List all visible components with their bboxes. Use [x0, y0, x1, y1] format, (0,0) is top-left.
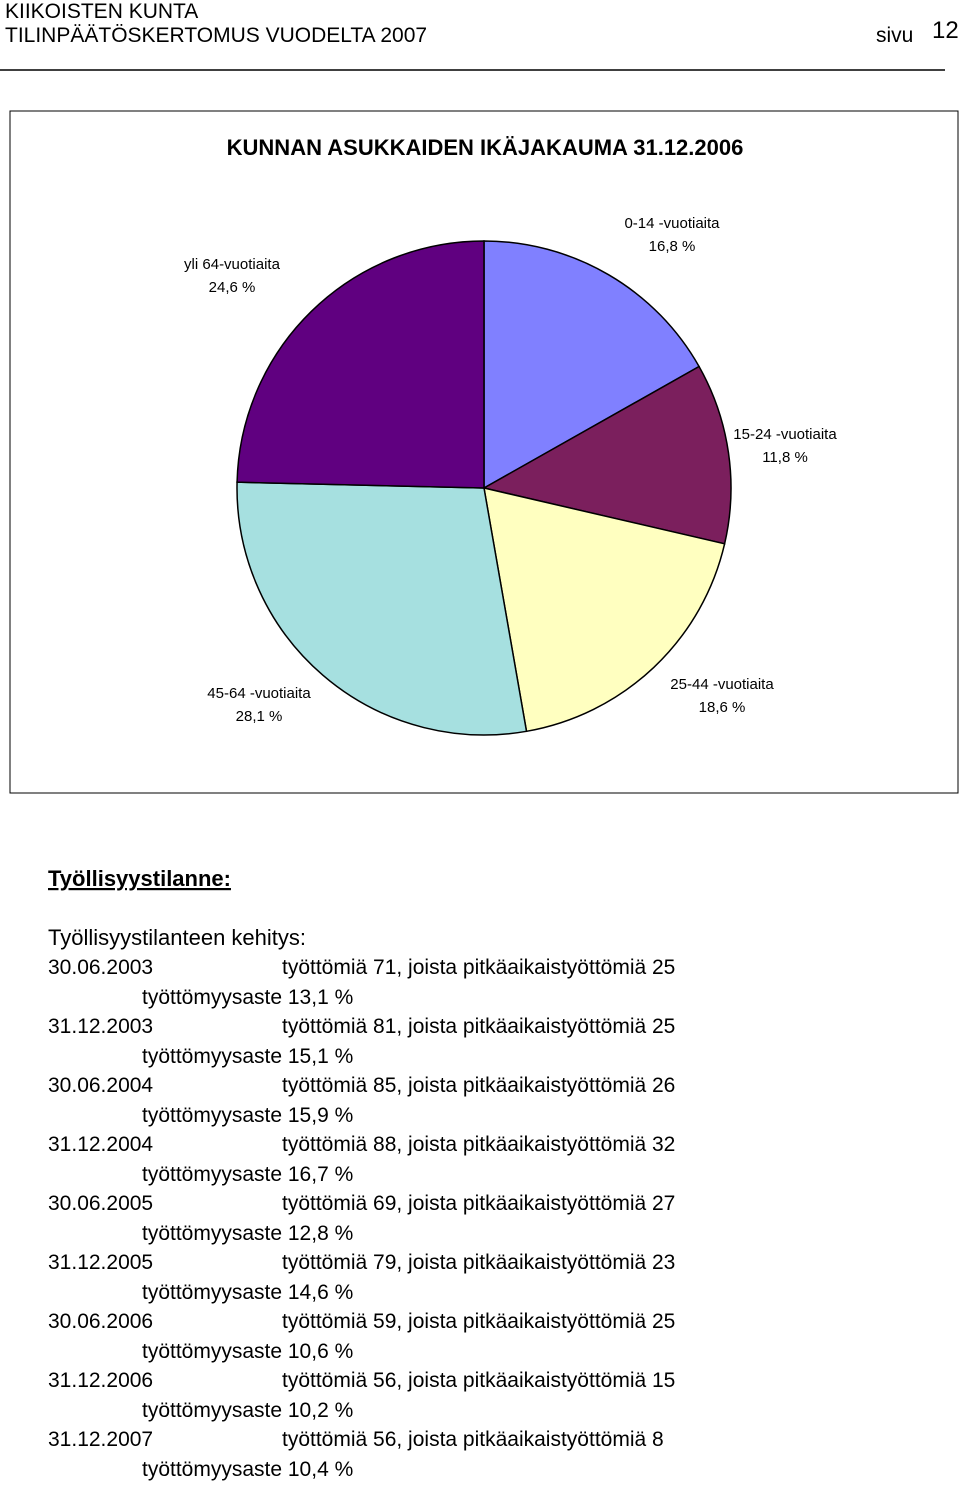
entry-date: 30.06.2003 — [48, 956, 153, 979]
chart-frame — [9, 110, 959, 794]
entry-rate: työttömyysaste 15,1 % — [142, 1045, 353, 1068]
entry-date: 30.06.2004 — [48, 1074, 153, 1097]
slice-value-label: 28,1 % — [236, 708, 283, 725]
entry-text: työttömiä 59, joista pitkäaikaistyöttömi… — [282, 1310, 675, 1333]
entry-rate: työttömyysaste 13,1 % — [142, 986, 353, 1009]
entry-rate: työttömyysaste 12,8 % — [142, 1222, 353, 1245]
section-heading: Työllisyystilanne: — [48, 866, 231, 891]
entry-date: 31.12.2004 — [48, 1133, 153, 1156]
entry-date: 31.12.2005 — [48, 1251, 153, 1274]
entry-date: 30.06.2005 — [48, 1192, 153, 1215]
pie-slice — [481, 365, 732, 545]
slice-value-label: 18,6 % — [699, 699, 746, 716]
chart-title: KUNNAN ASUKKAIDEN IKÄJAKAUMA 31.12.2006 — [227, 135, 744, 160]
slice-label: 25-44 -vuotiaita — [670, 676, 774, 693]
slice-value-label: 24,6 % — [209, 279, 256, 296]
entry-date: 30.06.2006 — [48, 1310, 153, 1333]
slice-value-label: 11,8 % — [762, 449, 808, 466]
pie-slice — [236, 240, 485, 489]
entry-text: työttömiä 56, joista pitkäaikaistyöttömi… — [282, 1369, 675, 1392]
entry-date: 31.12.2003 — [48, 1015, 153, 1038]
header-doc: TILINPÄÄTÖSKERTOMUS VUODELTA 2007 — [5, 24, 427, 47]
entry-date: 31.12.2007 — [48, 1428, 153, 1451]
entry-rate: työttömyysaste 10,4 % — [142, 1458, 353, 1481]
entry-text: työttömiä 88, joista pitkäaikaistyöttömi… — [282, 1133, 675, 1156]
entry-text: työttömiä 71, joista pitkäaikaistyöttömi… — [282, 956, 675, 979]
page-word: sivu — [876, 24, 913, 47]
entry-rate: työttömyysaste 14,6 % — [142, 1281, 353, 1304]
pie-slice — [236, 481, 528, 736]
entry-text: työttömiä 69, joista pitkäaikaistyöttömi… — [282, 1192, 675, 1215]
slice-value-label: 16,8 % — [649, 238, 696, 255]
entry-rate: työttömyysaste 16,7 % — [142, 1163, 353, 1186]
pie-slice — [483, 240, 701, 490]
page-number: 12 — [932, 17, 959, 44]
entry-text: työttömiä 81, joista pitkäaikaistyöttömi… — [282, 1015, 675, 1038]
entry-text: työttömiä 56, joista pitkäaikaistyöttömi… — [282, 1428, 664, 1451]
slice-label: 15-24 -vuotiaita — [733, 426, 837, 443]
slice-label: 0-14 -vuotiaita — [624, 215, 720, 232]
slice-label: yli 64-vuotiaita — [184, 256, 281, 273]
header-org: KIIKOISTEN KUNTA — [5, 0, 198, 23]
entry-rate: työttömyysaste 15,9 % — [142, 1104, 353, 1127]
section-subheading: Työllisyystilanteen kehitys: — [48, 925, 306, 950]
entry-rate: työttömyysaste 10,6 % — [142, 1340, 353, 1363]
entry-rate: työttömyysaste 10,2 % — [142, 1399, 353, 1422]
pie-slice — [483, 487, 726, 733]
slice-label: 45-64 -vuotiaita — [207, 685, 311, 702]
entry-text: työttömiä 79, joista pitkäaikaistyöttömi… — [282, 1251, 675, 1274]
entry-date: 31.12.2006 — [48, 1369, 153, 1392]
entry-text: työttömiä 85, joista pitkäaikaistyöttömi… — [282, 1074, 675, 1097]
